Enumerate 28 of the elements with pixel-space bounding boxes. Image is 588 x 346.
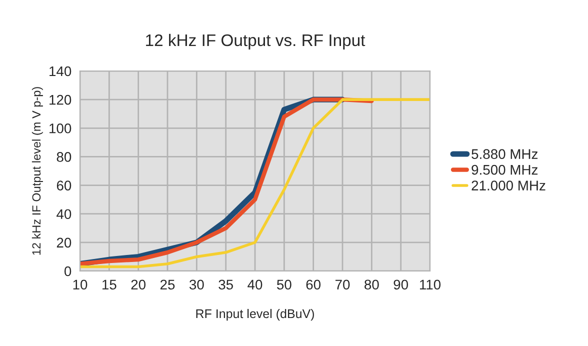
x-tick-label: 20 [131, 280, 146, 290]
chart-title: 12 kHz IF Output vs. RF Input [146, 34, 366, 50]
x-tick-label: 35 [218, 280, 233, 290]
legend-label: 5.880 MHz [472, 149, 538, 160]
x-tick-label: 90 [394, 280, 408, 290]
x-tick-label: 15 [102, 280, 116, 290]
y-tick-label: 120 [50, 94, 72, 105]
x-tick-label: 30 [189, 280, 204, 290]
y-tick-label: 100 [50, 123, 72, 134]
x-axis-title: RF Input level (dBuV) [196, 308, 314, 321]
line-series [80, 98, 430, 268]
legend-label: 9.500 MHz [472, 164, 538, 175]
y-tick-label: 80 [56, 152, 72, 162]
x-tick-label: 10 [73, 280, 88, 290]
x-tick-label: 80 [364, 280, 379, 290]
y-axis-title: 12 kHz IF Output level (m V p-p) [32, 87, 43, 255]
x-tick-label: 25 [160, 280, 175, 290]
x-tick-label: 50 [277, 280, 292, 290]
x-tick-label: 40 [248, 280, 262, 290]
y-tick-label: 0 [64, 266, 72, 276]
y-tick-label: 40 [56, 209, 72, 220]
x-tick-label: 110 [420, 280, 441, 290]
x-tick-label: 70 [335, 280, 350, 290]
y-tick-label: 20 [56, 238, 72, 248]
y-tick-label: 140 [50, 66, 72, 76]
x-tick-label: 60 [306, 280, 321, 290]
y-tick-label: 60 [56, 180, 72, 190]
legend-label: 21.000 MHz [472, 180, 546, 190]
